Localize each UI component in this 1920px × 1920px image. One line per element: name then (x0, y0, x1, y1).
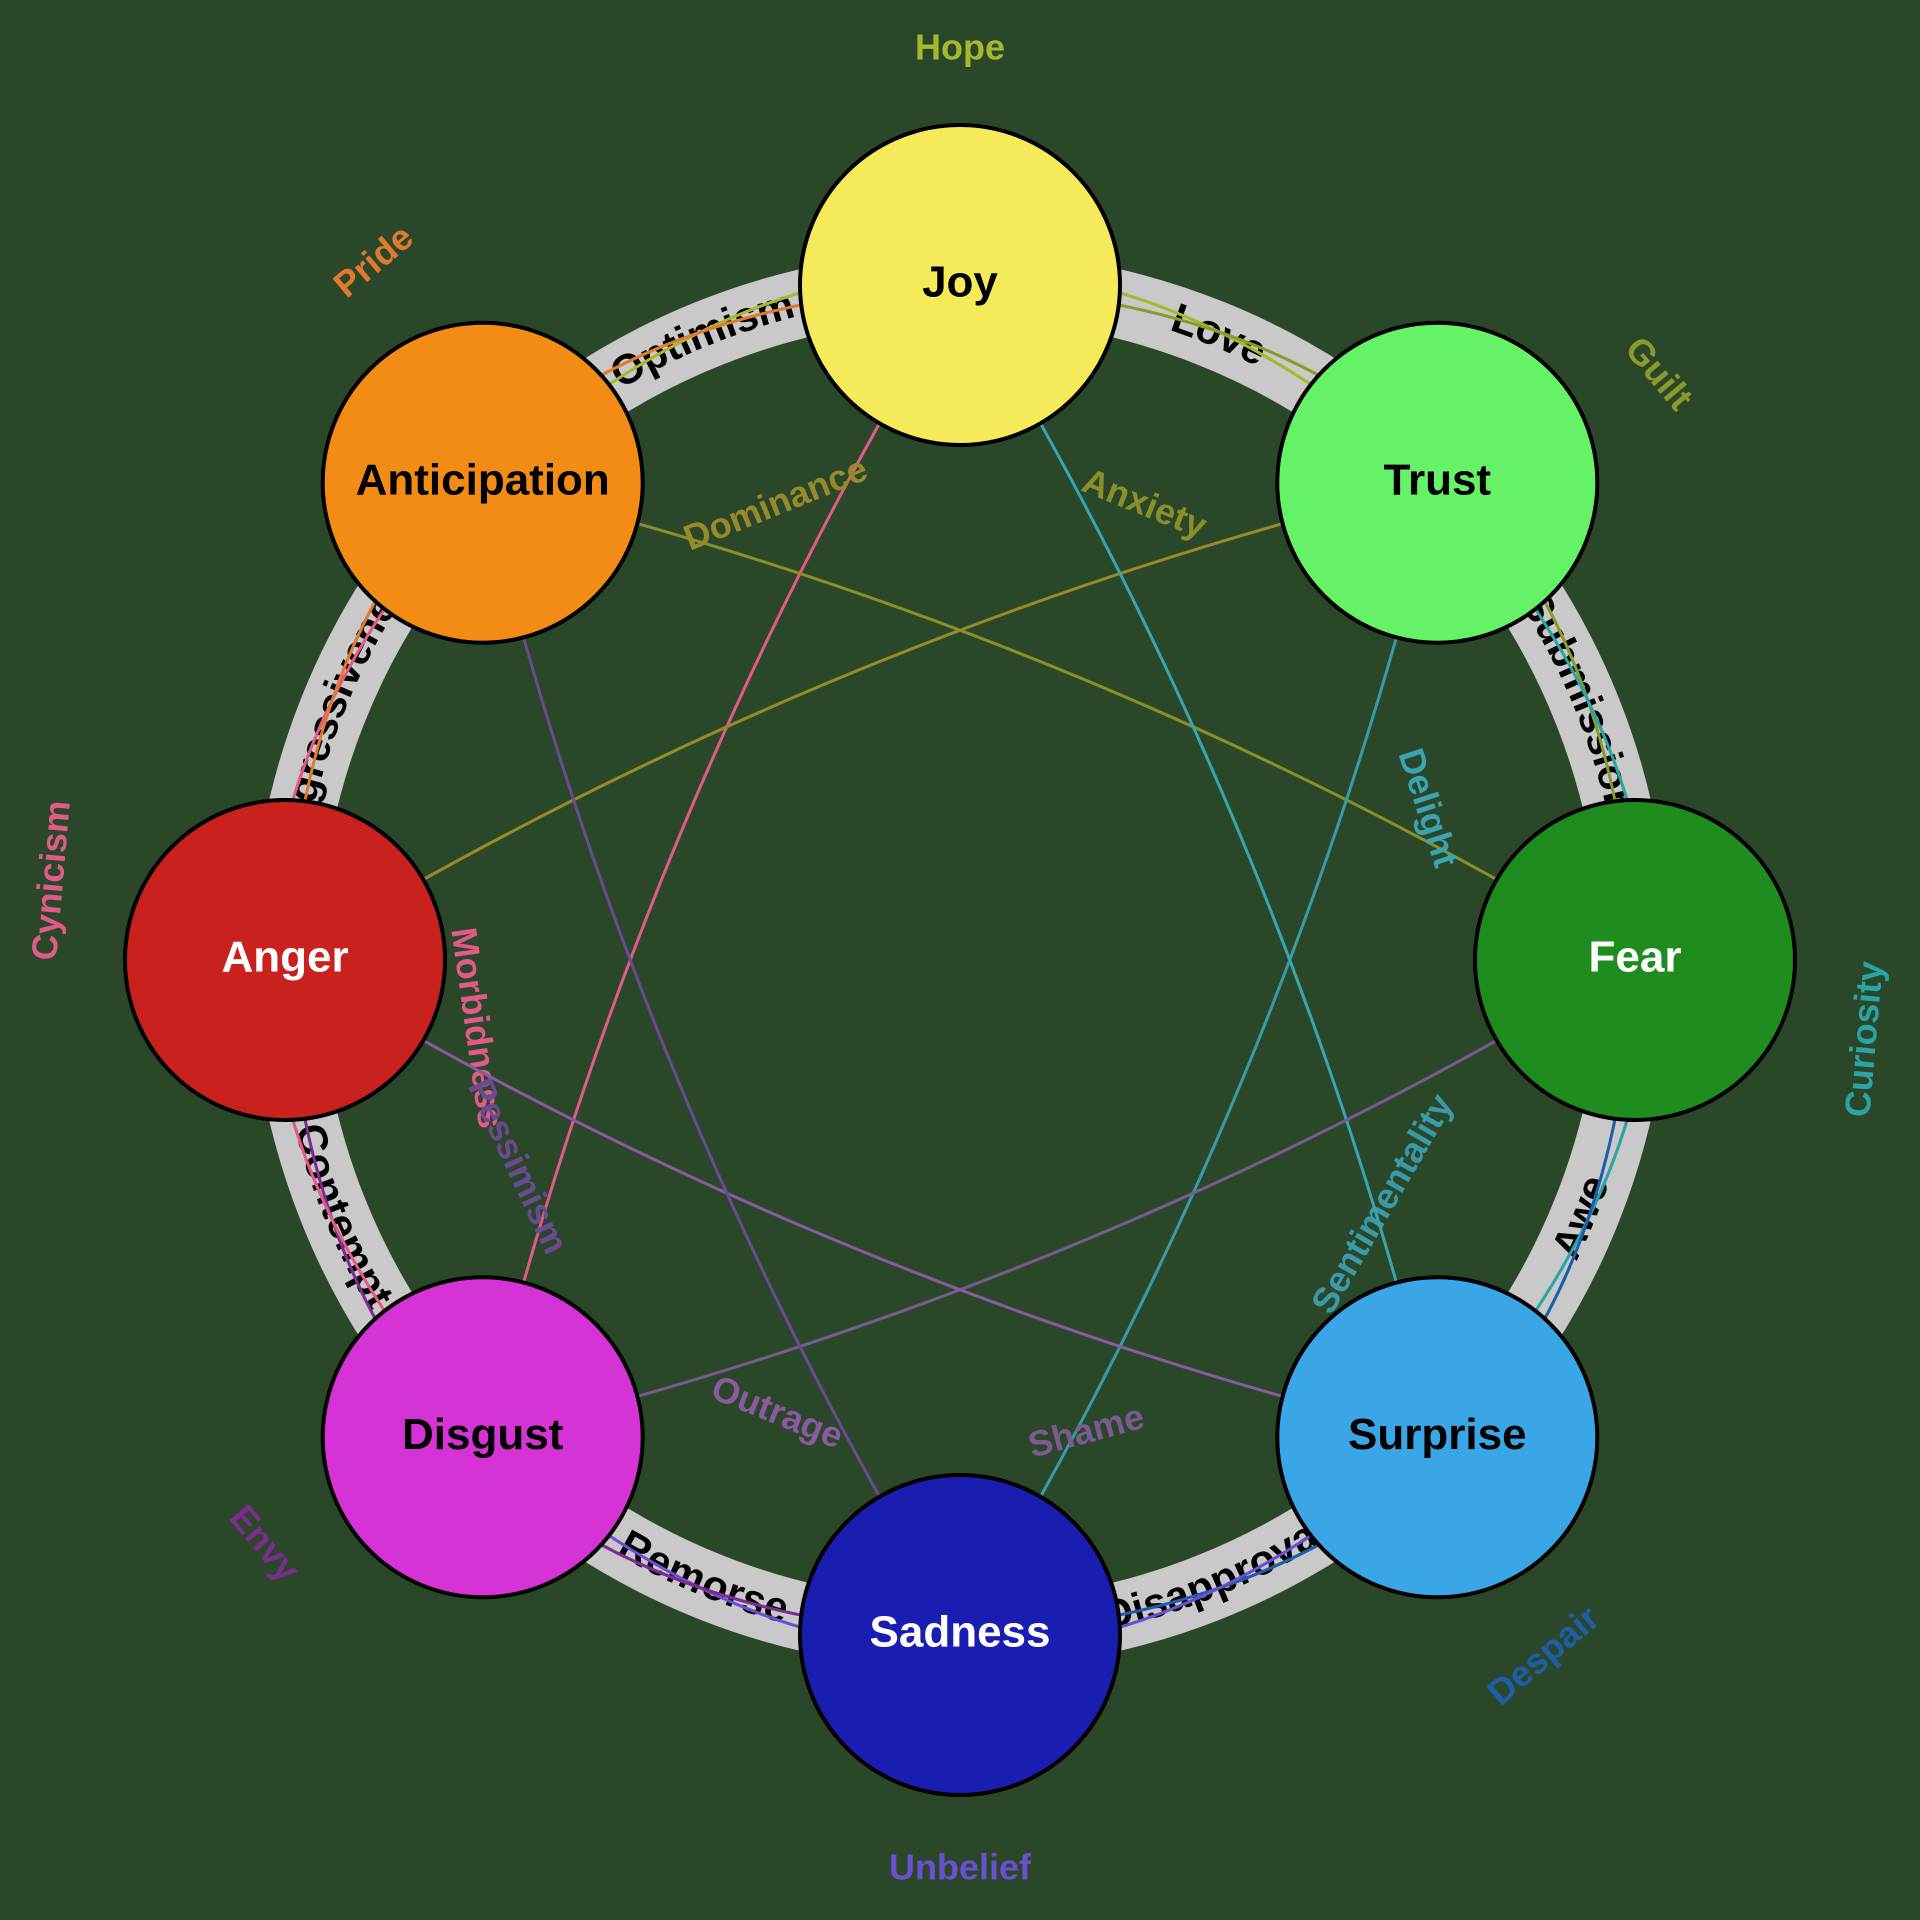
node-sadness: Sadness (800, 1475, 1120, 1795)
outer-arc-label-pride: Pride (325, 216, 420, 305)
node-label-surprise: Surprise (1348, 1410, 1527, 1459)
node-fear: Fear (1475, 800, 1795, 1120)
node-label-sadness: Sadness (870, 1608, 1051, 1657)
outer-arc-label-hope: Hope (915, 27, 1005, 68)
node-label-anger: Anger (221, 933, 348, 982)
node-anger: Anger (125, 800, 445, 1120)
outer-arc-label-unbelief: Unbelief (889, 1847, 1032, 1888)
node-label-trust: Trust (1384, 455, 1492, 504)
outer-arc-label-despair: Despair (1479, 1597, 1607, 1713)
emotion-nodes: Joy Trust Fear Surprise Sadness Disgust Anger A… (125, 125, 1795, 1795)
node-surprise: Surprise (1277, 1277, 1597, 1597)
node-label-anticipation: Anticipation (356, 455, 610, 504)
outer-arc-label-guilt: Guilt (1617, 329, 1701, 418)
node-label-joy: Joy (922, 258, 998, 307)
emotion-wheel-diagram: OptimismLoveSubmissionAweDisapprovalRemo… (0, 0, 1920, 1920)
inner-arc-label-anxiety: Anxiety (1077, 460, 1213, 547)
node-trust: Trust (1277, 323, 1597, 643)
node-disgust: Disgust (323, 1277, 643, 1597)
node-label-disgust: Disgust (402, 1410, 564, 1459)
outer-arc-label-curiosity: Curiosity (1836, 960, 1890, 1119)
inner-arc-label-outrage: Outrage (706, 1367, 849, 1457)
outer-arc-label-cynicism: Cynicism (23, 799, 78, 962)
inner-arc-label-delight: Delight (1391, 743, 1468, 872)
inner-arc-label-dominance: Dominance (678, 448, 873, 559)
node-label-fear: Fear (1589, 933, 1682, 982)
outer-arc-label-envy: Envy (222, 1497, 309, 1589)
inner-arc-label-shame: Shame (1024, 1395, 1149, 1465)
node-joy: Joy (800, 125, 1120, 445)
node-anticipation: Anticipation (323, 323, 643, 643)
